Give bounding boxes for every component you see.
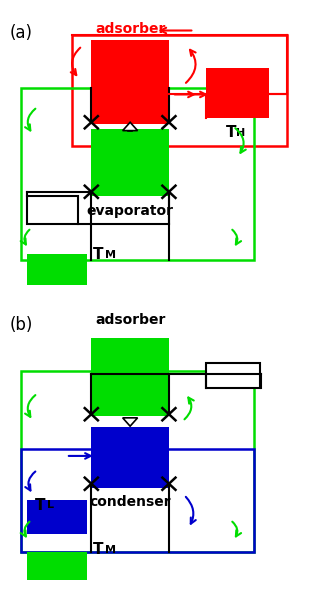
Text: adsorber: adsorber [95,313,165,327]
Bar [21,449,254,552]
Bar [206,68,269,118]
Bar [91,338,169,416]
Bar [21,371,254,552]
Text: evaporator: evaporator [87,204,174,218]
Text: (a): (a) [9,23,32,41]
Text: L: L [47,500,53,511]
Bar [27,196,78,224]
Text: T: T [226,125,236,140]
Bar [72,35,287,146]
Text: T: T [93,542,103,557]
Text: M: M [105,545,116,555]
Bar [91,40,169,124]
Bar [27,254,87,285]
Text: adsorber: adsorber [95,22,165,36]
Text: T: T [35,497,45,512]
Bar [27,500,87,534]
Bar [27,552,87,580]
FancyBboxPatch shape [128,418,132,421]
Text: condenser: condenser [89,495,171,509]
Text: (b): (b) [9,316,33,334]
Bar [91,427,169,488]
FancyBboxPatch shape [128,129,132,131]
Bar [206,363,260,388]
Bar [91,129,169,196]
Polygon shape [123,122,137,131]
Text: H: H [236,128,245,138]
Polygon shape [123,418,137,426]
Bar [21,88,254,260]
Text: M: M [105,250,116,260]
Text: T: T [93,247,103,262]
